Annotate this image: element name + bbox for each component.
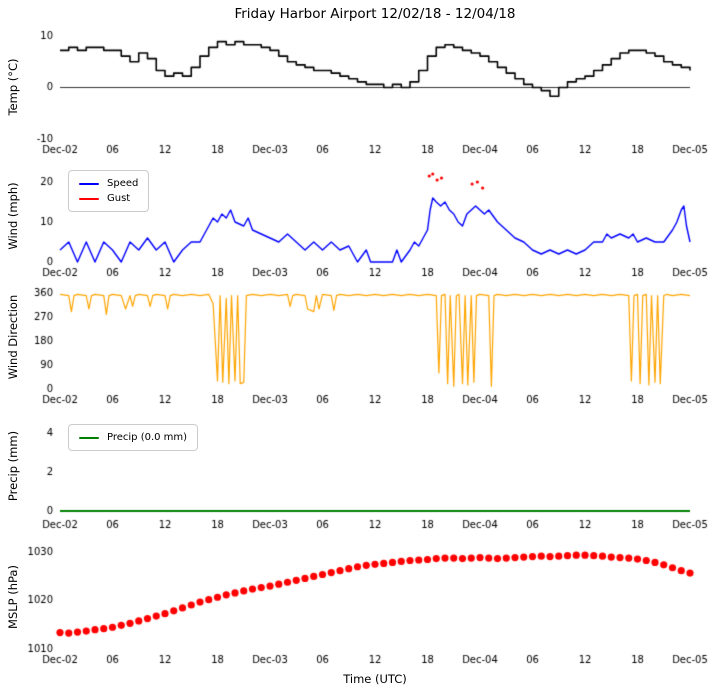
precip-legend: Precip (0.0 mm) <box>68 424 199 451</box>
speed-line-swatch <box>79 182 99 185</box>
x-axis-label: Time (UTC) <box>343 672 407 686</box>
gust-line-swatch <box>79 197 99 200</box>
precip-line-swatch <box>79 436 99 439</box>
y-axis-label-wind: Wind (mph) <box>6 182 20 250</box>
wind-legend: Speed Gust <box>68 170 150 212</box>
speed-legend-label: Speed <box>107 178 139 189</box>
speed-legend-item: Speed <box>79 176 138 191</box>
y-axis-label-mslp: MSLP (hPa) <box>6 565 20 629</box>
y-axis-label-precip: Precip (mm) <box>6 430 20 502</box>
gust-legend-label: Gust <box>107 193 131 204</box>
gust-legend-item: Gust <box>79 191 138 206</box>
chart-title: Friday Harbor Airport 12/02/18 - 12/04/1… <box>234 6 516 22</box>
y-axis-label-temp: Temp (°C) <box>6 58 20 116</box>
y-axis-label-wind-direction: Wind Direction <box>6 294 20 380</box>
precip-legend-item: Precip (0.0 mm) <box>79 430 187 445</box>
precip-legend-label: Precip (0.0 mm) <box>107 432 188 443</box>
